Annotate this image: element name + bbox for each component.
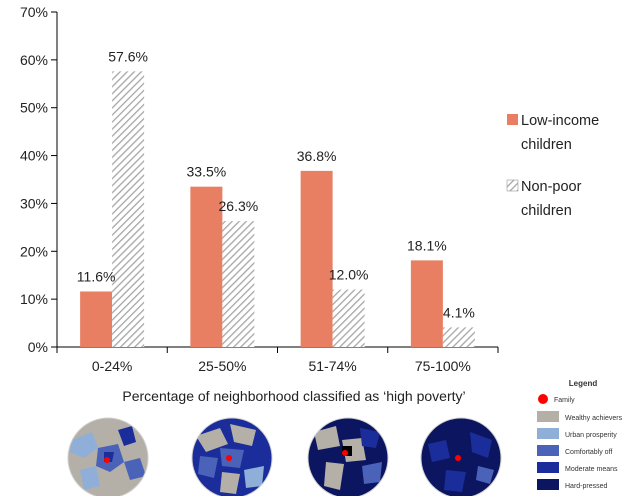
- family-dot-icon: [455, 455, 461, 461]
- legend-label-non-poor-line1: Non-poor: [521, 179, 582, 195]
- y-axis: 0% 10% 20% 30% 40% 50% 60% 70%: [20, 4, 58, 355]
- family-dot-icon: [342, 450, 348, 456]
- map-legend: Legend Family Wealthy achievers Urban pr…: [537, 379, 623, 490]
- y-tick-label: 50%: [20, 100, 48, 116]
- x-tick-label: 25-50%: [198, 358, 246, 374]
- legend-label-low-income-line2: children: [521, 137, 572, 153]
- y-tick-label: 10%: [20, 291, 48, 307]
- map-legend-swatch-moderate: [537, 462, 559, 473]
- bar-value-label: 57.6%: [108, 48, 148, 64]
- map-legend-swatch-wealthy: [537, 411, 559, 422]
- bar-low-income: [80, 291, 113, 347]
- family-legend-icon: [538, 394, 548, 404]
- neighborhood-map-75-100: [420, 417, 502, 496]
- bar-value-label: 12.0%: [329, 267, 369, 283]
- y-tick-label: 60%: [20, 52, 48, 68]
- map-legend-title: Legend: [569, 379, 598, 388]
- map-legend-swatch-urban: [537, 428, 559, 439]
- legend-swatch-low-income: [507, 114, 518, 125]
- bar-value-label: 33.5%: [187, 164, 227, 180]
- bars: [80, 71, 475, 347]
- bar-low-income: [410, 260, 443, 347]
- neighborhood-map-51-74: [307, 417, 389, 496]
- bar-value-label: 18.1%: [407, 237, 447, 253]
- family-dot-icon: [226, 455, 232, 461]
- bar-value-label: 26.3%: [219, 198, 259, 214]
- x-axis-label: Percentage of neighborhood classified as…: [122, 388, 465, 404]
- y-tick-label: 20%: [20, 243, 48, 259]
- bar-non-poor: [332, 289, 365, 347]
- legend-swatch-non-poor: [506, 179, 519, 192]
- bar-low-income: [300, 170, 333, 347]
- bar-non-poor: [112, 71, 145, 347]
- map-legend-label-comfortably: Comfortably off: [565, 449, 612, 456]
- bar-value-label: 11.6%: [77, 268, 116, 284]
- bar-value-label: 36.8%: [297, 148, 337, 164]
- map-legend-swatch-hard-pressed: [537, 479, 559, 490]
- map-legend-label-wealthy: Wealthy achievers: [565, 415, 623, 422]
- y-tick-label: 30%: [20, 195, 48, 211]
- map-legend-label-urban: Urban prosperity: [565, 432, 617, 439]
- bar-non-poor: [442, 327, 475, 347]
- chart-legend: Low-income children Non-poor children: [506, 113, 599, 219]
- legend-label-non-poor-line2: children: [521, 203, 572, 219]
- legend-label-low-income-line1: Low-income: [521, 113, 599, 129]
- bar-value-label: 4.1%: [443, 304, 475, 320]
- y-tick-label: 40%: [20, 148, 48, 164]
- bar-value-labels: 11.6% 33.5% 36.8% 18.1% 57.6% 26.3% 12.0% 4.1%: [77, 48, 475, 320]
- map-legend-label-hard-pressed: Hard-pressed: [565, 483, 608, 490]
- x-axis: 0-24% 25-50% 51-74% 75-100%: [56, 346, 499, 374]
- map-legend-swatch-comfortably: [537, 445, 559, 456]
- map-legend-label-moderate: Moderate means: [565, 466, 618, 473]
- x-tick-label: 75-100%: [415, 358, 471, 374]
- x-tick-label: 51-74%: [308, 358, 356, 374]
- bar-low-income: [190, 186, 223, 347]
- neighborhood-map-25-50: [191, 417, 273, 496]
- family-dot-icon: [104, 457, 110, 463]
- bar-non-poor: [222, 221, 255, 347]
- x-tick-label: 0-24%: [92, 358, 132, 374]
- y-tick-label: 0%: [28, 339, 48, 355]
- neighborhood-map-0-24: [67, 417, 149, 496]
- y-tick-label: 70%: [20, 4, 48, 20]
- map-legend-label-family: Family: [554, 397, 575, 404]
